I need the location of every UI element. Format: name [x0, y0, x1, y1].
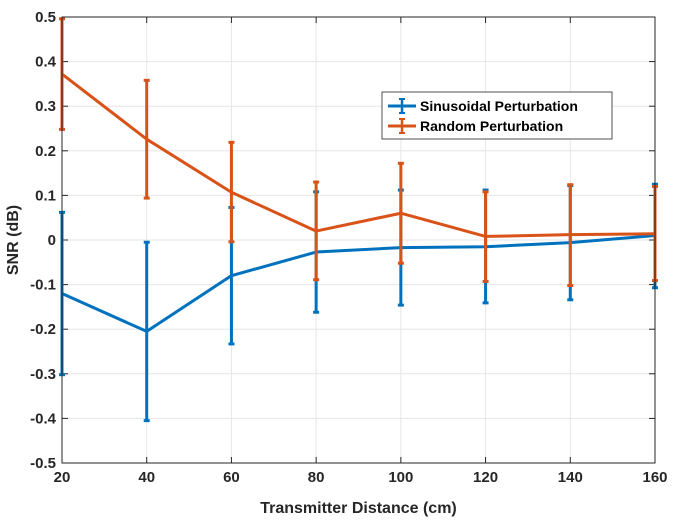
y-tick-label-2: -0.3: [30, 366, 56, 383]
plot-frame: [61, 16, 656, 464]
x-tick-label-4: 100: [388, 469, 413, 486]
data-point-1-6: [568, 233, 572, 237]
legend-entry-1: Random Perturbation: [388, 118, 563, 134]
y-tick-label-8: 0.3: [35, 98, 56, 115]
legend-box: [381, 91, 613, 140]
x-tick-label-5: 120: [473, 469, 498, 486]
legend-entry-0: Sinusoidal Perturbation: [388, 98, 578, 114]
data-point-0-2: [229, 274, 233, 278]
data-point-1-4: [399, 211, 403, 215]
data-point-1-2: [229, 190, 233, 194]
series-line-1: [61, 72, 656, 238]
legend-entries: Sinusoidal Perturbation Random Perturbati…: [388, 98, 578, 134]
data-point-1-5: [484, 234, 488, 238]
y-tick-label-1: -0.4: [30, 410, 57, 427]
legend-label-1: Random Perturbation: [420, 118, 563, 134]
data-point-0-1: [145, 329, 149, 333]
y-tick-label-9: 0.4: [35, 54, 57, 71]
y-tick-label-10: 0.5: [35, 9, 56, 26]
y-tick-label-3: -0.2: [30, 321, 56, 338]
y-tick-label-4: -0.1: [30, 277, 56, 294]
x-tick-label-6: 140: [558, 469, 583, 486]
x-tick-label-2: 60: [223, 469, 240, 486]
data-point-1-1: [145, 137, 149, 141]
y-tick-label-7: 0.2: [35, 143, 56, 160]
x-tick-label-3: 80: [308, 469, 325, 486]
y-tick-label-5: 0: [48, 232, 56, 249]
x-tick-label-1: 40: [138, 469, 155, 486]
x-tick-label-7: 160: [642, 469, 667, 486]
y-axis-label: SNR (dB): [5, 205, 22, 275]
x-tick-label-0: 20: [54, 469, 71, 486]
data-point-1-3: [314, 229, 318, 233]
y-tick-label-6: 0.1: [35, 187, 56, 204]
legend-label-0: Sinusoidal Perturbation: [420, 98, 578, 114]
x-axis-label: Transmitter Distance (cm): [260, 500, 457, 517]
y-tick-label-0: -0.5: [30, 455, 56, 472]
series-line-0: [61, 234, 656, 333]
y-axis-ticks: -0.5 -0.4 -0.3 -0.2 -0.1 0 0.1 0.2 0.3 0.4 0.5: [30, 9, 655, 472]
series-layer: [59, 17, 658, 423]
legend: Sinusoidal Perturbation Random Perturbati…: [381, 91, 613, 140]
